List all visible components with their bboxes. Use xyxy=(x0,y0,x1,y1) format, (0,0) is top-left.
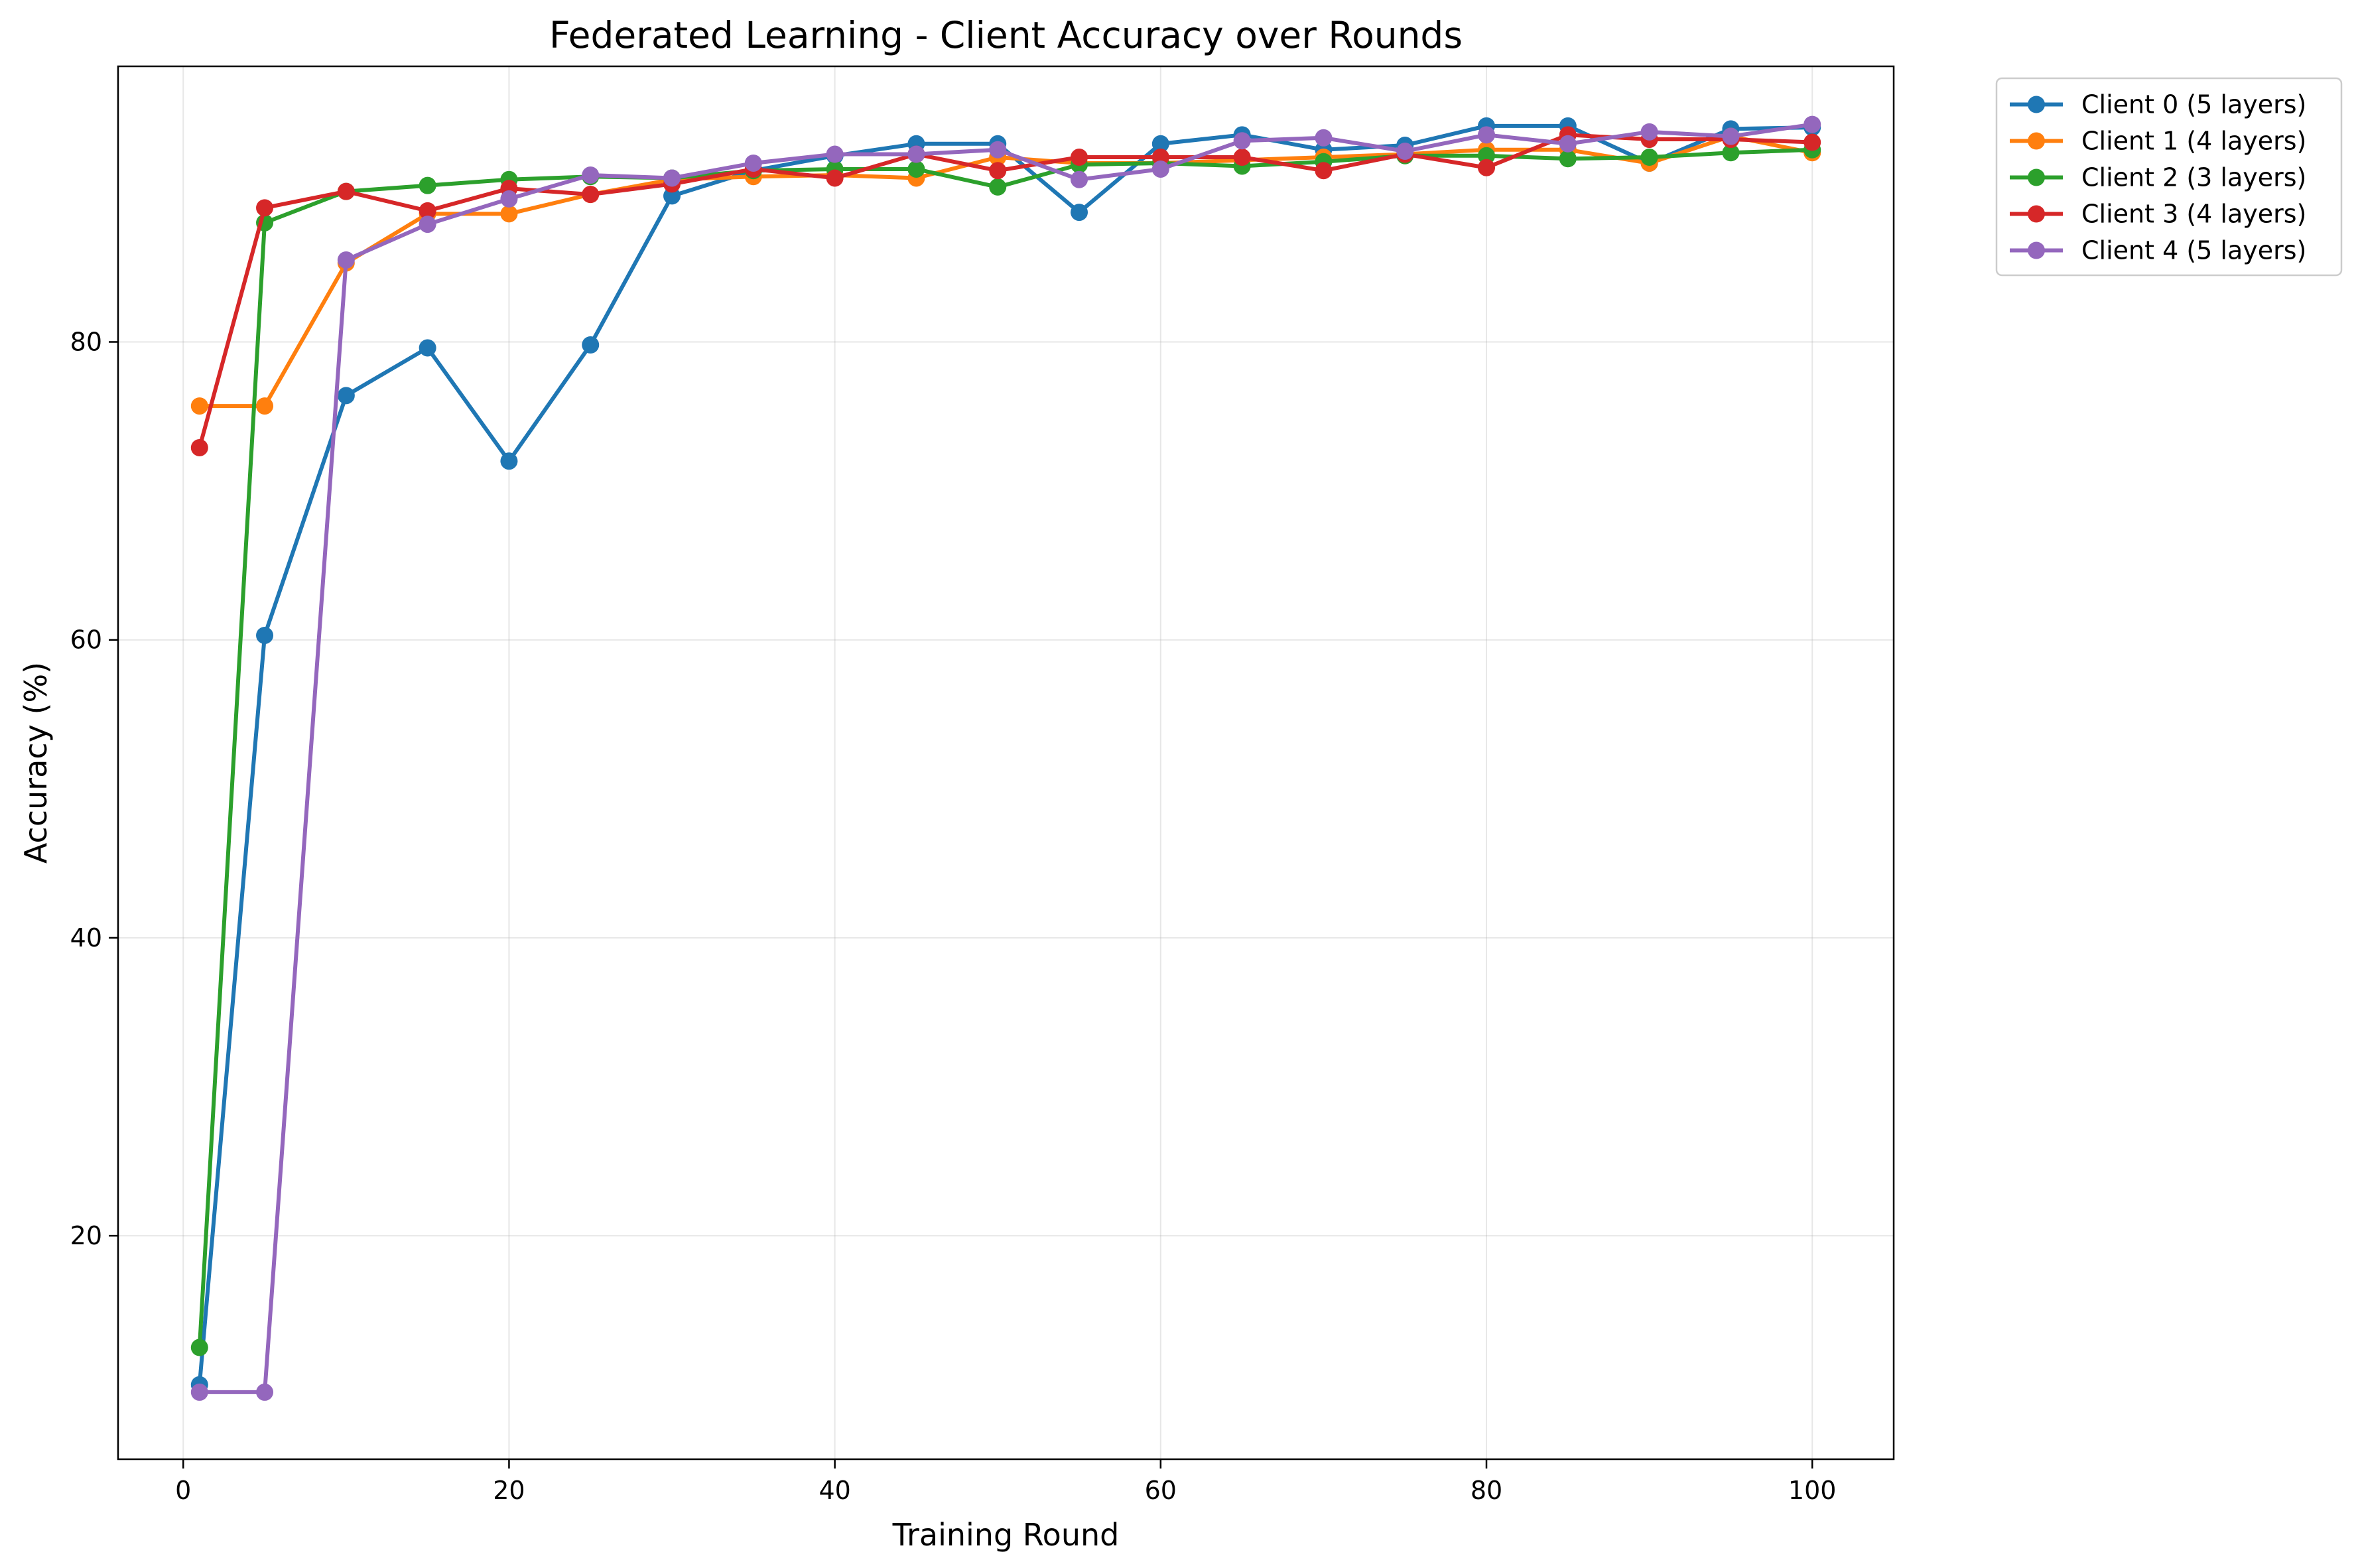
data-point xyxy=(419,339,436,357)
data-point xyxy=(337,182,355,200)
data-point xyxy=(826,169,844,187)
data-point xyxy=(582,336,600,354)
data-point xyxy=(190,1383,208,1401)
data-point xyxy=(256,1383,274,1401)
legend-item: Client 3 (4 layers) xyxy=(2010,200,2306,229)
legend-item: Client 1 (4 layers) xyxy=(2010,127,2306,156)
data-point xyxy=(190,438,208,456)
data-point xyxy=(1315,162,1333,180)
data-point xyxy=(500,205,518,223)
data-point xyxy=(989,162,1007,180)
x-tick-label: 100 xyxy=(1788,1476,1837,1505)
y-tick-label: 20 xyxy=(70,1221,102,1250)
data-point xyxy=(190,397,208,415)
data-point xyxy=(989,178,1007,196)
chart-title: Federated Learning - Client Accuracy ove… xyxy=(549,14,1463,56)
y-tick-label: 40 xyxy=(70,923,102,952)
x-tick-label: 60 xyxy=(1145,1476,1177,1505)
data-point xyxy=(1478,159,1496,176)
data-point xyxy=(500,452,518,470)
data-point xyxy=(337,387,355,405)
data-point xyxy=(256,199,274,217)
series-4 xyxy=(190,115,1821,1401)
data-point xyxy=(1396,143,1414,161)
legend-swatch-marker xyxy=(2028,132,2045,150)
data-point xyxy=(1151,160,1169,178)
plot-frame xyxy=(117,65,1895,1461)
legend-swatch-marker xyxy=(2028,96,2045,113)
data-point xyxy=(419,216,436,233)
legend-item: Client 0 (5 layers) xyxy=(2010,90,2306,119)
data-point xyxy=(1151,149,1169,166)
data-point xyxy=(256,397,274,415)
legend: Client 0 (5 layers) Client 1 (4 layers) Cl… xyxy=(1995,77,2343,277)
grid xyxy=(118,66,1894,1459)
data-point xyxy=(1722,144,1740,162)
data-point xyxy=(1640,123,1658,141)
legend-label: Client 0 (5 layers) xyxy=(2081,90,2306,119)
data-point xyxy=(1640,149,1658,166)
data-point xyxy=(1803,115,1821,133)
data-point xyxy=(744,154,762,172)
data-point xyxy=(663,169,681,187)
legend-label: Client 1 (4 layers) xyxy=(2081,127,2306,156)
legend-swatch-marker xyxy=(2028,168,2045,186)
data-point xyxy=(1559,150,1577,168)
x-tick-label: 0 xyxy=(175,1476,191,1505)
data-point xyxy=(1315,129,1333,147)
legend-label: Client 3 (4 layers) xyxy=(2081,200,2306,229)
y-axis-label: Accuracy (%) xyxy=(18,662,54,864)
data-point xyxy=(1803,133,1821,151)
data-point xyxy=(1478,147,1496,164)
y-tick-label: 60 xyxy=(70,625,102,655)
data-point xyxy=(989,141,1007,159)
data-point xyxy=(663,187,681,205)
y-tick-label: 80 xyxy=(70,328,102,357)
legend-label: Client 4 (5 layers) xyxy=(2081,236,2306,265)
data-point xyxy=(1151,135,1169,153)
data-point xyxy=(500,190,518,208)
legend-label: Client 2 (3 layers) xyxy=(2081,163,2306,192)
data-point xyxy=(419,202,436,220)
legend-item: Client 2 (3 layers) xyxy=(2010,163,2306,192)
data-point xyxy=(256,626,274,644)
legend-swatch-marker xyxy=(2028,205,2045,223)
x-tick-label: 40 xyxy=(819,1476,850,1505)
data-point xyxy=(1233,149,1251,166)
data-point xyxy=(1071,149,1088,166)
data-point xyxy=(1722,127,1740,145)
data-point xyxy=(190,1339,208,1356)
x-tick-label: 80 xyxy=(1471,1476,1502,1505)
data-point xyxy=(582,186,600,204)
legend-item: Client 4 (5 layers) xyxy=(2010,236,2306,265)
data-point xyxy=(907,145,925,163)
data-point xyxy=(419,176,436,194)
data-point xyxy=(1478,126,1496,144)
data-point xyxy=(582,166,600,184)
series-group xyxy=(190,115,1821,1401)
data-point xyxy=(1559,135,1577,153)
data-point xyxy=(337,251,355,269)
data-point xyxy=(826,145,844,163)
legend-swatch-marker xyxy=(2028,241,2045,259)
x-axis-label: Training Round xyxy=(892,1517,1120,1553)
data-point xyxy=(1071,204,1088,222)
data-point xyxy=(907,160,925,178)
axis-ticks: 0 20 40 60 80 100 20 40 60 80 xyxy=(70,328,1837,1505)
x-tick-label: 20 xyxy=(493,1476,525,1505)
legend-frame xyxy=(1995,77,2343,277)
data-point xyxy=(1071,170,1088,188)
data-point xyxy=(1233,132,1251,150)
